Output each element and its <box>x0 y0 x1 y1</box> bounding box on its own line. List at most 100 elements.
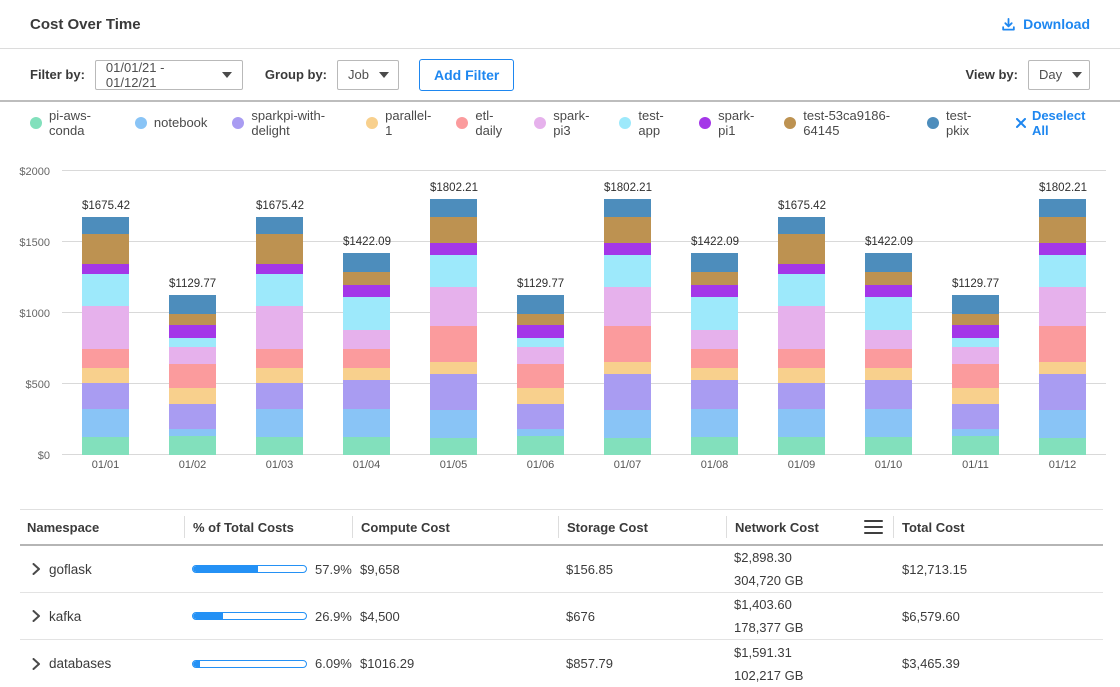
bar-segment-etl-daily[interactable] <box>517 364 564 388</box>
bar-segment-spark-pi3[interactable] <box>604 287 651 326</box>
bar-segment-spark-pi3[interactable] <box>517 346 564 365</box>
legend-item-spark-pi1[interactable]: spark-pi1 <box>699 108 759 138</box>
stacked-bar-01/01[interactable]: $1675.42 <box>82 200 130 455</box>
bar-segment-etl-daily[interactable] <box>430 325 477 362</box>
bar-segment-test-pkix[interactable] <box>778 217 825 234</box>
bar-segment-pi-aws-conda[interactable] <box>169 436 216 455</box>
bar-segment-notebook[interactable] <box>343 409 390 438</box>
bar-segment-test-app[interactable] <box>256 274 303 306</box>
column-header-network-cost[interactable]: Network Cost <box>726 516 893 538</box>
bar-segment-spark-pi1[interactable] <box>169 325 216 338</box>
bar-segment-notebook[interactable] <box>430 410 477 438</box>
bar-segment-test-53ca9186-64145[interactable] <box>343 272 390 286</box>
bar-segment-notebook[interactable] <box>604 410 651 438</box>
download-button[interactable]: Download <box>1001 16 1090 32</box>
legend-item-test-pkix[interactable]: test-pkix <box>927 108 983 138</box>
bar-segment-spark-pi3[interactable] <box>1039 287 1086 326</box>
bar-segment-test-app[interactable] <box>865 297 912 331</box>
legend-item-test-53ca9186-64145[interactable]: test-53ca9186-64145 <box>784 108 902 138</box>
bar-segment-spark-pi1[interactable] <box>865 285 912 298</box>
bar-segment-notebook[interactable] <box>82 409 129 437</box>
bar-segment-sparkpi-with-delight[interactable] <box>430 374 477 410</box>
bar-segment-notebook[interactable] <box>517 429 564 437</box>
bar-segment-spark-pi1[interactable] <box>517 325 564 338</box>
bar-segment-test-53ca9186-64145[interactable] <box>169 314 216 326</box>
bar-segment-test-app[interactable] <box>517 337 564 347</box>
bar-segment-pi-aws-conda[interactable] <box>865 437 912 455</box>
bar-segment-spark-pi3[interactable] <box>430 287 477 326</box>
bar-segment-spark-pi1[interactable] <box>1039 243 1086 256</box>
bar-segment-sparkpi-with-delight[interactable] <box>343 380 390 410</box>
column-header-compute-cost[interactable]: Compute Cost <box>352 516 558 538</box>
bar-segment-spark-pi1[interactable] <box>256 264 303 275</box>
bar-segment-test-pkix[interactable] <box>691 253 738 273</box>
bar-segment-spark-pi3[interactable] <box>778 305 825 349</box>
bar-segment-test-53ca9186-64145[interactable] <box>517 314 564 326</box>
legend-item-test-app[interactable]: test-app <box>619 108 674 138</box>
bar-segment-test-app[interactable] <box>1039 255 1086 288</box>
bar-segment-parallel-1[interactable] <box>169 387 216 404</box>
bar-segment-test-app[interactable] <box>778 274 825 306</box>
bar-segment-spark-pi3[interactable] <box>82 305 129 349</box>
bar-segment-etl-daily[interactable] <box>343 349 390 369</box>
legend-item-sparkpi-with-delight[interactable]: sparkpi-with-delight <box>232 108 341 138</box>
bar-segment-pi-aws-conda[interactable] <box>517 436 564 455</box>
bar-segment-sparkpi-with-delight[interactable] <box>1039 374 1086 410</box>
bar-segment-test-53ca9186-64145[interactable] <box>604 217 651 244</box>
bar-segment-parallel-1[interactable] <box>256 367 303 384</box>
bar-segment-sparkpi-with-delight[interactable] <box>778 383 825 410</box>
legend-item-etl-daily[interactable]: etl-daily <box>456 108 509 138</box>
bar-segment-etl-daily[interactable] <box>778 348 825 368</box>
bar-segment-test-app[interactable] <box>82 274 129 306</box>
bar-segment-test-app[interactable] <box>169 337 216 347</box>
expand-row-icon[interactable] <box>32 563 41 575</box>
stacked-bar-01/08[interactable]: $1422.09 <box>691 236 739 455</box>
bar-segment-sparkpi-with-delight[interactable] <box>952 403 999 430</box>
stacked-bar-01/11[interactable]: $1129.77 <box>952 278 999 455</box>
bar-segment-sparkpi-with-delight[interactable] <box>517 403 564 430</box>
bar-segment-test-pkix[interactable] <box>952 294 999 315</box>
bar-segment-notebook[interactable] <box>865 409 912 438</box>
bar-segment-pi-aws-conda[interactable] <box>82 436 129 455</box>
bar-segment-test-53ca9186-64145[interactable] <box>865 272 912 286</box>
bar-segment-etl-daily[interactable] <box>82 348 129 368</box>
legend-item-notebook[interactable]: notebook <box>134 115 207 130</box>
bar-segment-pi-aws-conda[interactable] <box>604 437 651 455</box>
bar-segment-spark-pi3[interactable] <box>256 305 303 349</box>
bar-segment-etl-daily[interactable] <box>865 349 912 369</box>
bar-segment-parallel-1[interactable] <box>430 361 477 375</box>
bar-segment-pi-aws-conda[interactable] <box>952 436 999 455</box>
bar-segment-notebook[interactable] <box>778 409 825 437</box>
bar-segment-parallel-1[interactable] <box>604 361 651 375</box>
bar-segment-etl-daily[interactable] <box>256 348 303 368</box>
legend-item-pi-aws-conda[interactable]: pi-aws-conda <box>30 108 110 138</box>
bar-segment-parallel-1[interactable] <box>343 368 390 381</box>
add-filter-button[interactable]: Add Filter <box>419 58 515 91</box>
stacked-bar-01/05[interactable]: $1802.21 <box>430 182 478 455</box>
bar-segment-parallel-1[interactable] <box>778 367 825 384</box>
deselect-all-button[interactable]: Deselect All <box>1015 108 1090 138</box>
bar-segment-test-pkix[interactable] <box>343 253 390 273</box>
bar-segment-pi-aws-conda[interactable] <box>256 436 303 455</box>
bar-segment-pi-aws-conda[interactable] <box>691 437 738 455</box>
bar-segment-etl-daily[interactable] <box>952 364 999 388</box>
expand-row-icon[interactable] <box>32 657 41 670</box>
date-range-select[interactable]: 01/01/21 - 01/12/21 <box>94 59 243 90</box>
stacked-bar-01/06[interactable]: $1129.77 <box>517 278 564 455</box>
column-header-storage-cost[interactable]: Storage Cost <box>558 516 726 538</box>
bar-segment-sparkpi-with-delight[interactable] <box>256 383 303 410</box>
bar-segment-parallel-1[interactable] <box>952 387 999 404</box>
bar-segment-spark-pi1[interactable] <box>691 285 738 298</box>
bar-segment-notebook[interactable] <box>952 429 999 437</box>
bar-segment-parallel-1[interactable] <box>517 387 564 404</box>
bar-segment-spark-pi3[interactable] <box>952 346 999 365</box>
bar-segment-test-app[interactable] <box>691 297 738 331</box>
bar-segment-spark-pi1[interactable] <box>343 285 390 298</box>
bar-segment-etl-daily[interactable] <box>1039 325 1086 362</box>
bar-segment-test-pkix[interactable] <box>1039 199 1086 218</box>
bar-segment-test-pkix[interactable] <box>430 199 477 218</box>
bar-segment-sparkpi-with-delight[interactable] <box>82 383 129 410</box>
bar-segment-etl-daily[interactable] <box>169 364 216 388</box>
bar-segment-test-pkix[interactable] <box>82 217 129 234</box>
bar-segment-notebook[interactable] <box>691 409 738 438</box>
